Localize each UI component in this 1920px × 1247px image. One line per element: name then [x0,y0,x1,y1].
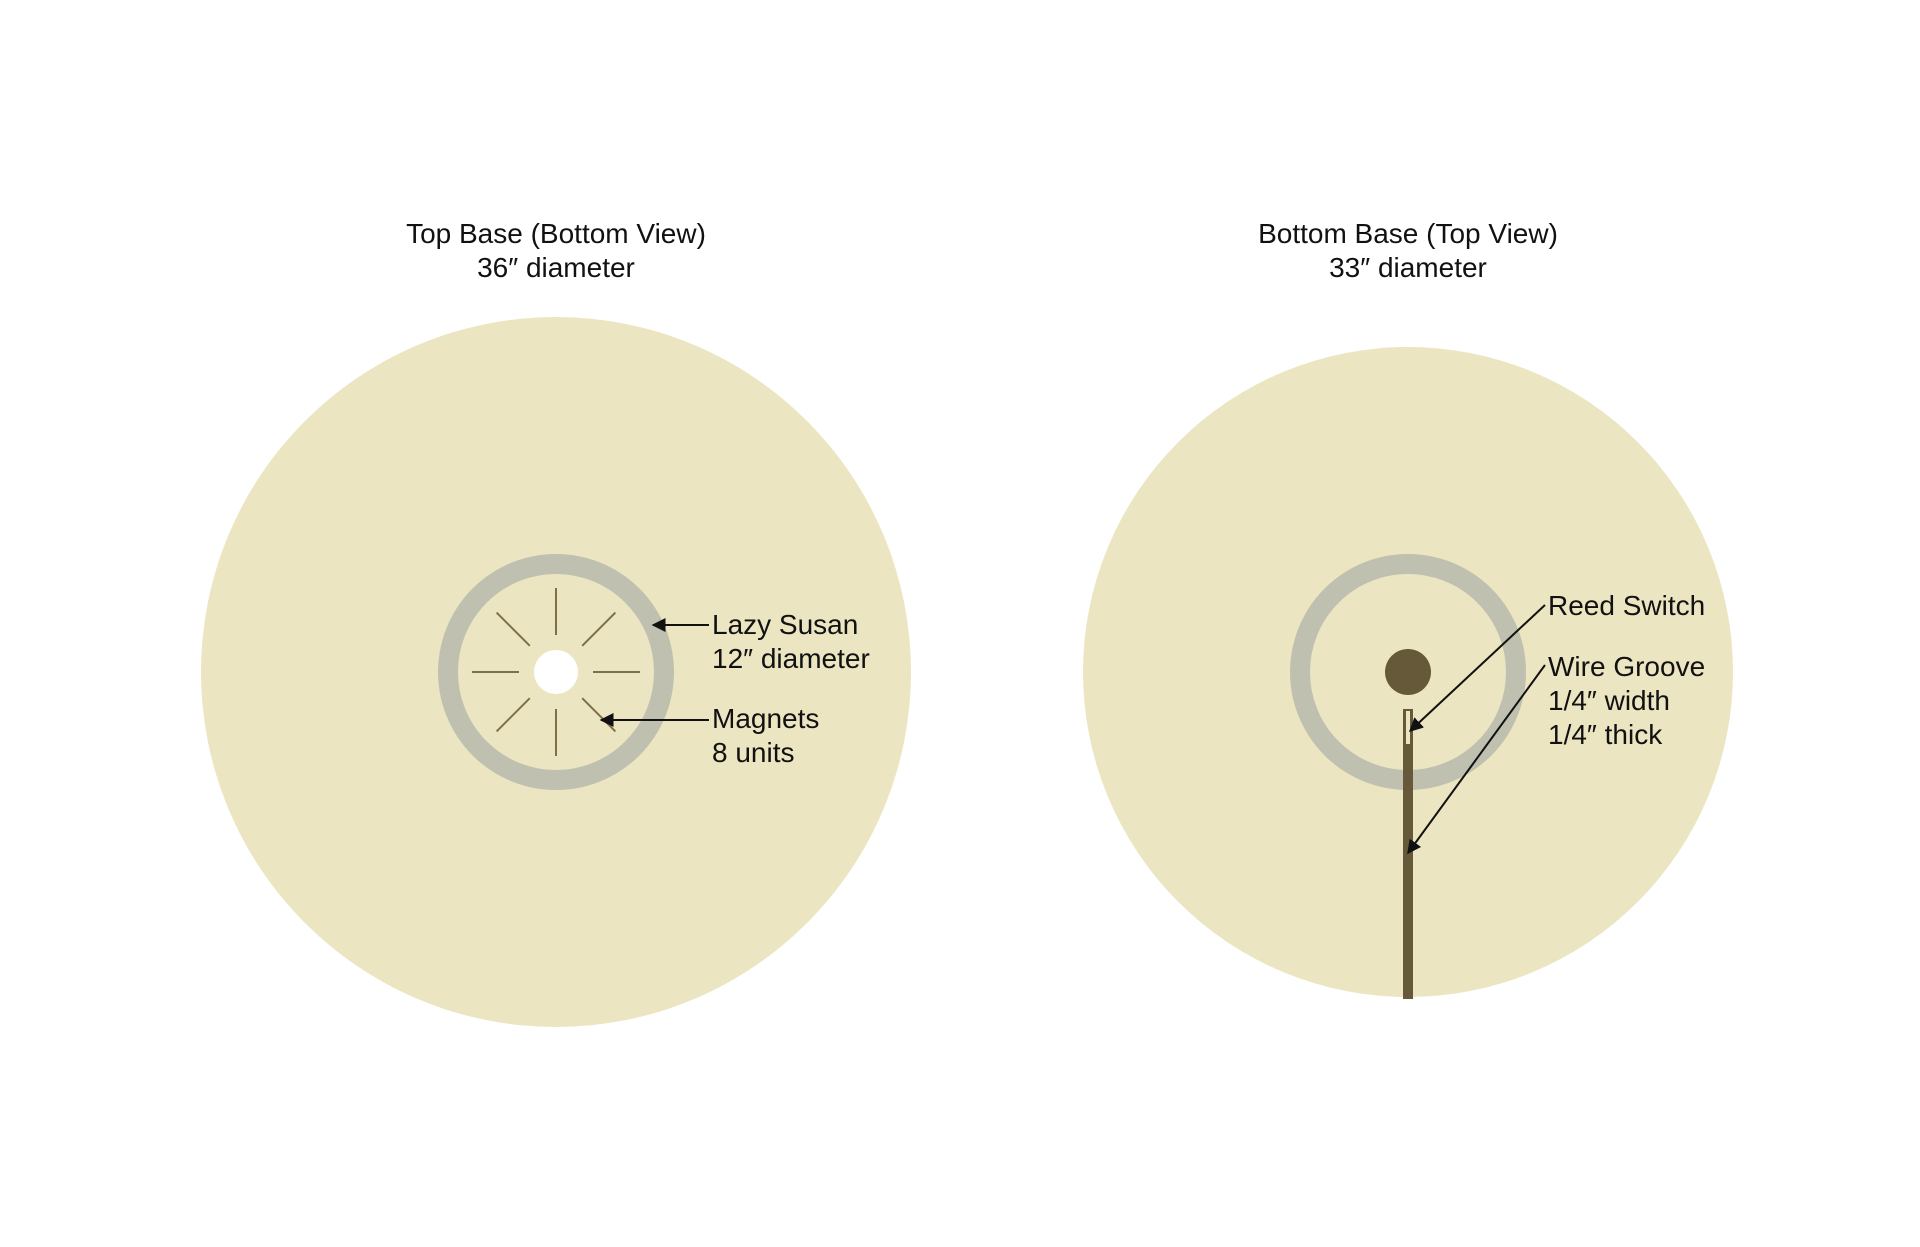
wire-groove [1403,709,1413,999]
wire-groove-thickness: 1/4″ thick [1548,719,1663,750]
bottom-base-title: Bottom Base (Top View) [1258,218,1558,249]
magnets-label: Magnets [712,703,819,734]
reed-switch [1406,711,1410,744]
wire-groove-width: 1/4″ width [1548,685,1670,716]
center-pivot [1385,649,1431,695]
top-base-diameter: 36″ diameter [477,252,635,283]
reed-switch-label: Reed Switch [1548,590,1705,621]
center-hole [534,650,578,694]
bottom-base-group: Bottom Base (Top View) 33″ diameter Reed… [1083,218,1733,999]
lazy-susan-label: Lazy Susan [712,609,858,640]
top-base-title: Top Base (Bottom View) [406,218,706,249]
top-base-group: Top Base (Bottom View) 36″ diameter Lazy… [201,218,911,1027]
magnets-count: 8 units [712,737,795,768]
bottom-base-diameter: 33″ diameter [1329,252,1487,283]
wire-groove-label: Wire Groove [1548,651,1705,682]
lazy-susan-diameter: 12″ diameter [712,643,870,674]
